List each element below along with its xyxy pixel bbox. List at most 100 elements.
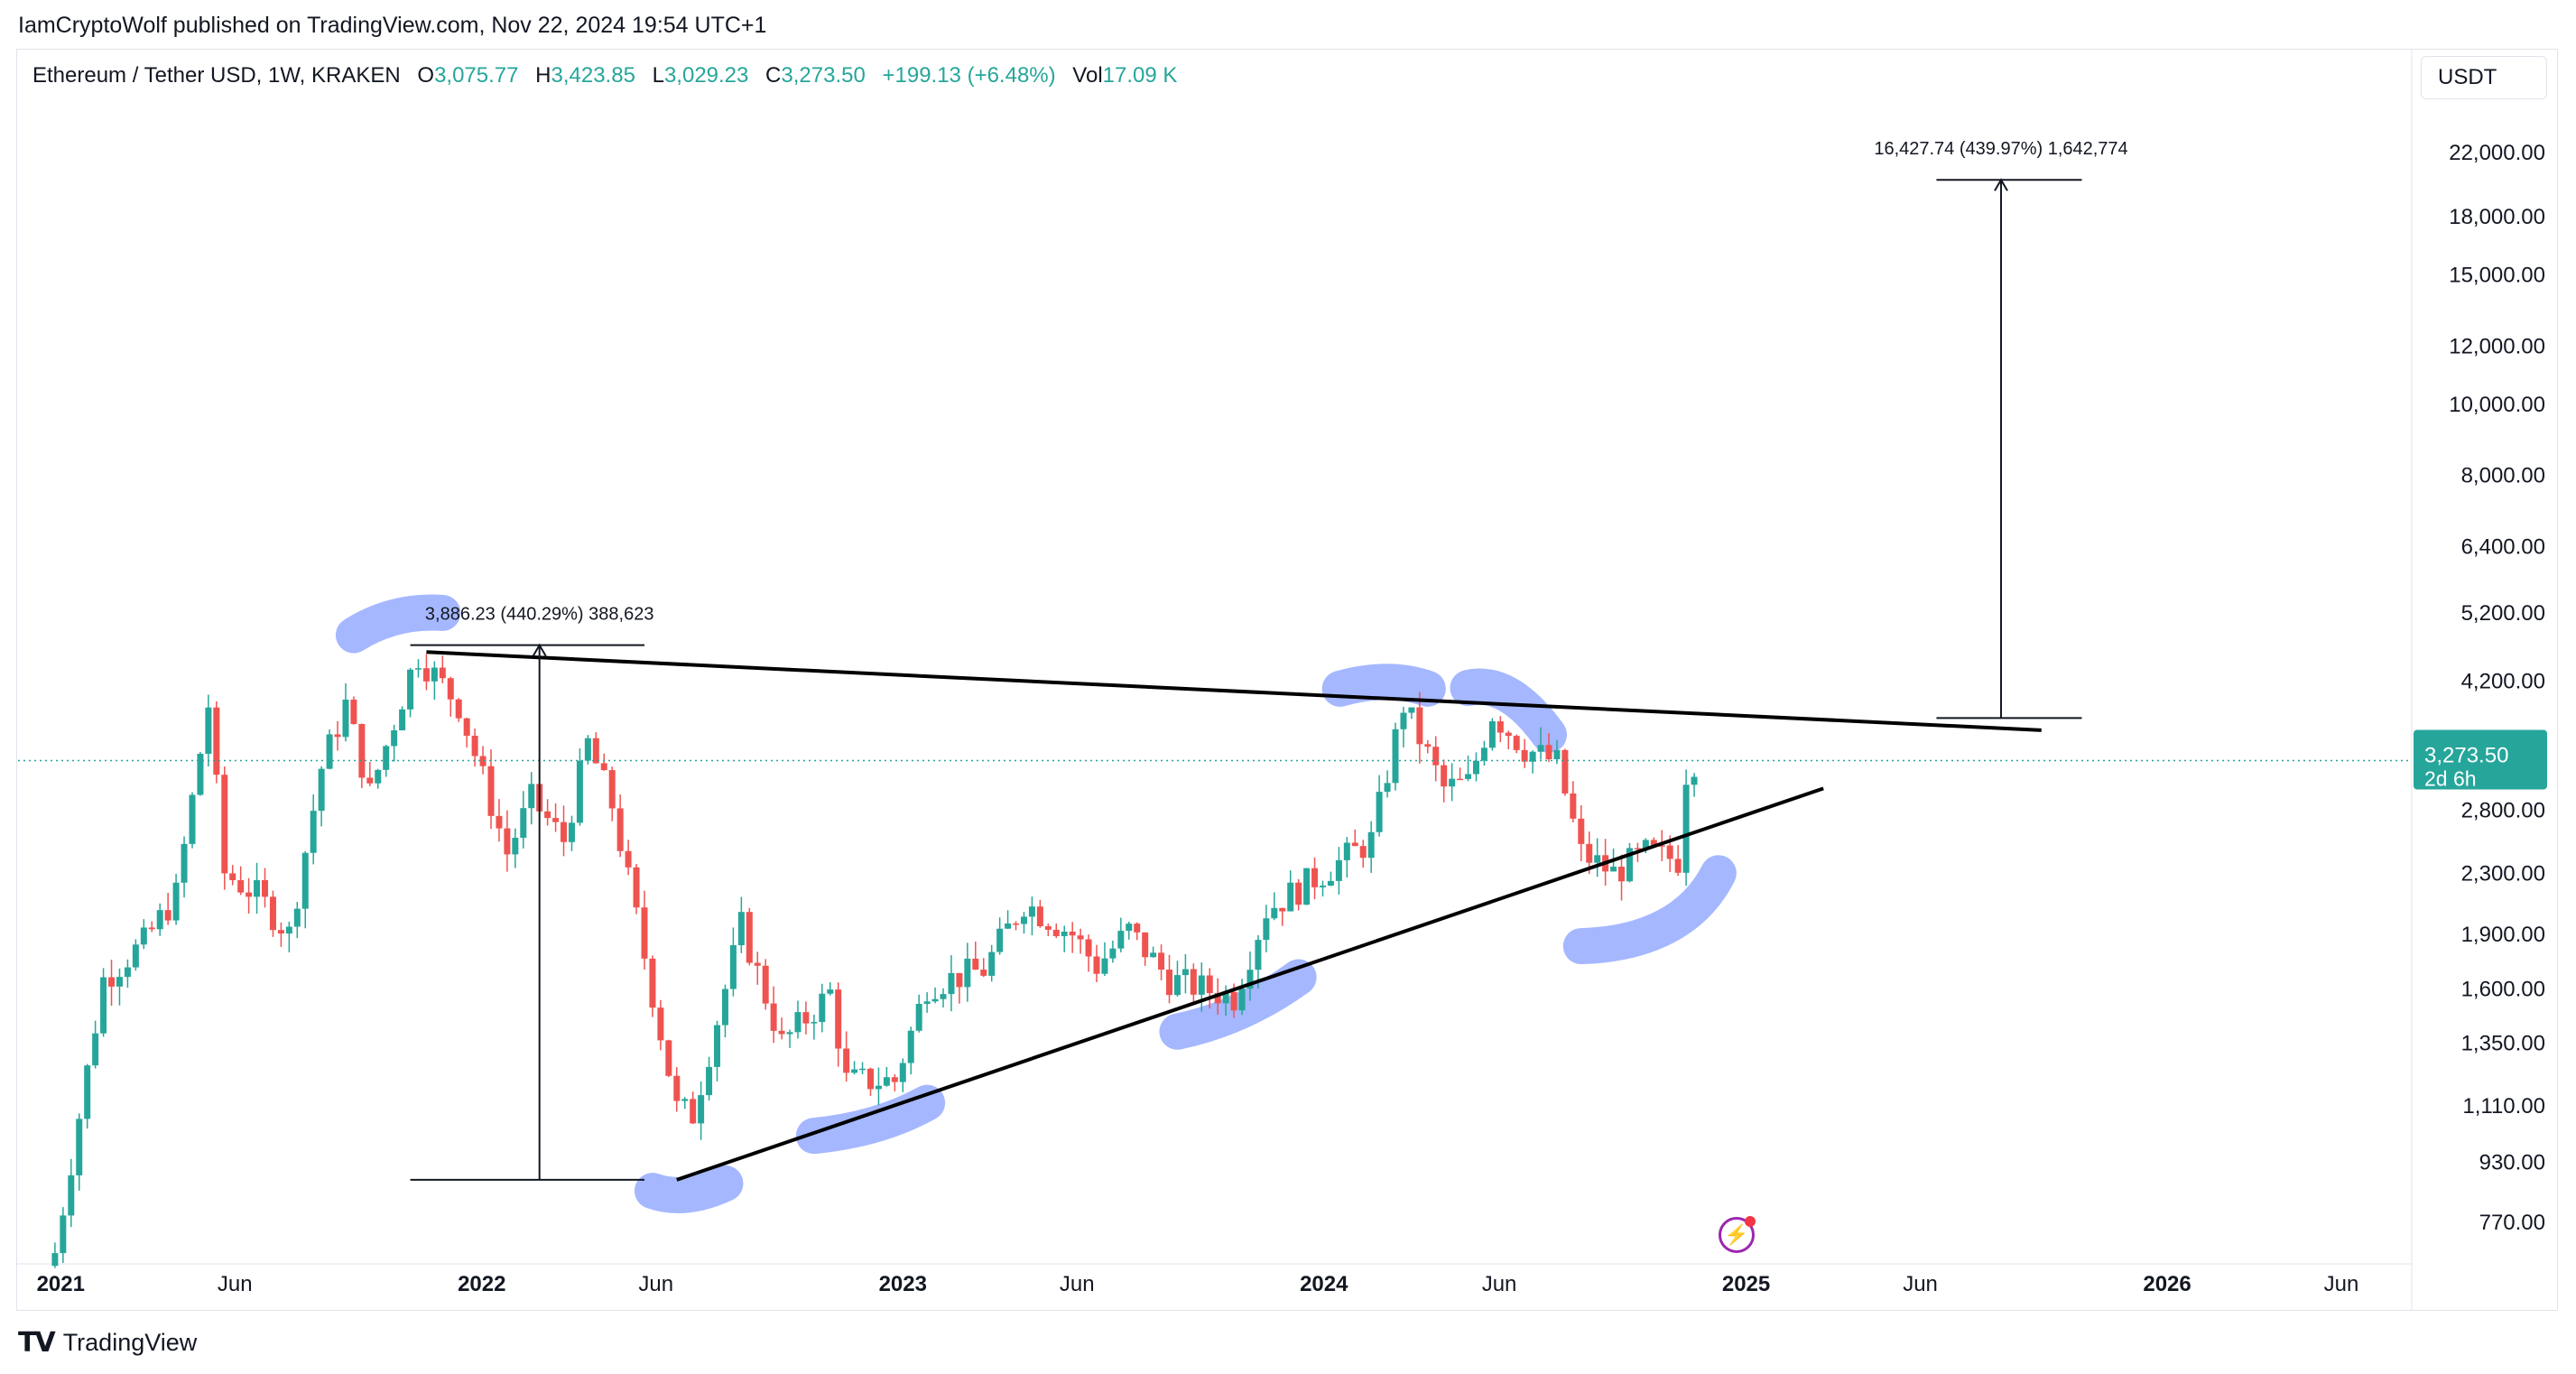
candle-body (350, 699, 357, 724)
notification-dot (1745, 1216, 1756, 1227)
candle-body (633, 867, 640, 908)
candle-body (698, 1095, 705, 1124)
lightning-icon[interactable]: ⚡ (1719, 1216, 1756, 1253)
candle-body (116, 977, 123, 987)
candle-body (1529, 751, 1536, 762)
candle-body (1626, 848, 1633, 882)
candle-body (1472, 760, 1479, 775)
candle-body (1255, 940, 1262, 970)
symbol-label[interactable]: Ethereum / Tether USD, 1W, KRAKEN (32, 63, 401, 88)
candle-body (1134, 924, 1141, 933)
candle-body (399, 709, 406, 731)
price-tick-label: 6,400.00 (2461, 535, 2545, 560)
candle-body (843, 1048, 850, 1073)
candle-body (1496, 720, 1504, 733)
candle-body (956, 972, 963, 988)
candle-body (584, 738, 591, 761)
candle-body (1642, 840, 1649, 849)
candle-body (625, 850, 632, 868)
candle-body (512, 838, 519, 855)
candle-body (310, 811, 317, 853)
measure-right-label: 16,427.74 (439.97%) 1,642,774 (1874, 139, 2127, 159)
candle-body (1109, 948, 1117, 959)
candle-body (301, 852, 309, 909)
price-tick-label: 4,200.00 (2461, 669, 2545, 693)
change-value: +199.13 (+6.48%) (882, 63, 1056, 88)
candle-body (1561, 749, 1569, 794)
price-tick-label: 15,000.00 (2449, 263, 2545, 287)
candle-body (1061, 932, 1068, 936)
candle-body (568, 822, 575, 842)
time-tick-label: 2025 (1722, 1272, 1770, 1296)
close-value: 3,273.50 (781, 63, 866, 88)
candle-body (1392, 729, 1399, 784)
candle-body (964, 958, 971, 988)
candle-body (714, 1025, 721, 1067)
candle-body (1537, 745, 1544, 752)
candle-body (907, 1030, 914, 1063)
candle-body (213, 707, 220, 775)
price-tick-label: 2,300.00 (2461, 861, 2545, 886)
time-tick-label: Jun (2324, 1272, 2359, 1296)
price-tick-label: 1,900.00 (2461, 923, 2545, 947)
time-tick-label: 2023 (879, 1272, 927, 1296)
candle-body (285, 926, 292, 934)
candle-body (205, 707, 212, 754)
price-tick-label: 1,600.00 (2461, 978, 2545, 1002)
candle-body (972, 958, 979, 970)
candle-body (616, 808, 624, 851)
candle-body (1238, 989, 1246, 1011)
candle-body (690, 1099, 697, 1124)
candle-body (851, 1069, 858, 1073)
time-tick-label: 2022 (458, 1272, 505, 1296)
candle-body (471, 735, 478, 757)
currency-unit-button[interactable]: USDT (2421, 56, 2547, 99)
candle-body (778, 1030, 785, 1035)
candle-body (1586, 843, 1593, 863)
candle-body (1432, 747, 1440, 766)
candle-body (754, 962, 761, 966)
candle-body (1222, 991, 1229, 1004)
candle-body (1553, 749, 1561, 760)
candle-body (439, 667, 446, 679)
candle-body (189, 794, 196, 844)
low-value: 3,029.23 (663, 63, 749, 88)
open-label: O (417, 63, 435, 88)
candle-body (1166, 970, 1173, 996)
candle-body (383, 746, 390, 770)
candle-body (1206, 975, 1213, 994)
close-label: C (765, 63, 782, 88)
candle-body (996, 928, 1004, 952)
candle-body (164, 910, 171, 921)
candle-body (1634, 848, 1641, 849)
candle-body (1173, 975, 1181, 996)
candle-body (1246, 970, 1254, 989)
measure-left-label: 3,886.23 (440.29%) 388,623 (425, 605, 654, 625)
candle-body (681, 1099, 689, 1101)
price-tick-label: 1,350.00 (2461, 1032, 2545, 1056)
candle-body (737, 912, 745, 946)
candle-body (334, 734, 341, 738)
candle-body (197, 753, 204, 795)
candle-body (899, 1063, 906, 1082)
tradingview-branding: TV TradingView (18, 1327, 197, 1359)
price-tick-label: 18,000.00 (2449, 205, 2545, 229)
time-tick-label: 2021 (37, 1272, 85, 1296)
candle-body (1465, 774, 1472, 779)
candle-body (358, 723, 366, 778)
candle-body (277, 930, 284, 934)
price-tick-label: 1,110.00 (2462, 1094, 2545, 1119)
candle-body (1384, 783, 1391, 793)
candle-body (1424, 744, 1432, 747)
candle-body (407, 669, 414, 710)
candle-body (1311, 868, 1319, 887)
candle-body (552, 818, 560, 822)
candle-body (1044, 926, 1052, 930)
candle-body (762, 965, 769, 1004)
candle-body (544, 811, 551, 819)
candle-body (940, 994, 947, 999)
candle-body (1570, 793, 1577, 819)
candle-body (1480, 747, 1487, 761)
candle-body (132, 944, 139, 968)
